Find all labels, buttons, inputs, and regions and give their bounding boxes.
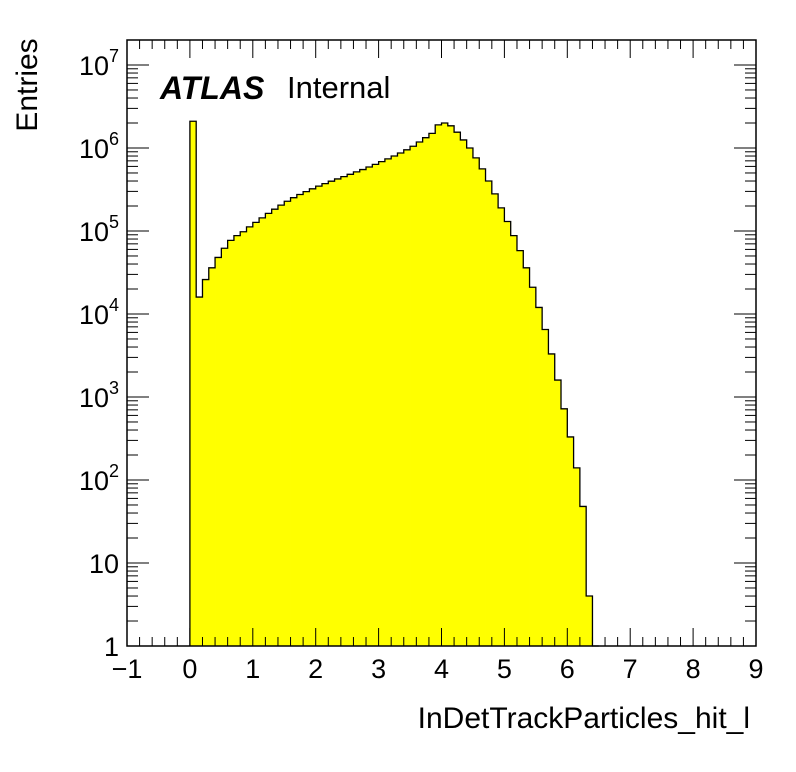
histogram-bar [491,193,499,646]
histogram-bar [579,506,587,646]
histogram-bar [384,158,392,646]
histogram-bar [340,176,348,646]
histogram-bar [403,149,411,646]
histogram-bar [240,231,247,646]
histogram-bar [510,235,518,646]
histogram-bar [328,181,335,646]
histogram-bar [347,174,354,646]
histogram-bar [428,133,436,647]
y-tick-label: 10 [89,549,119,579]
histogram-bar [215,257,222,646]
histogram-bar [321,183,329,647]
histogram-bar [284,201,291,646]
y-tick-label: 105 [79,212,119,247]
x-tick-label: 5 [497,654,512,684]
histogram-bar [567,436,574,646]
x-tick-label: 3 [371,654,386,684]
histogram-bar [391,156,398,646]
x-tick-label: 4 [434,654,449,684]
histogram-bar [523,267,530,646]
histogram-outline [189,120,599,647]
histogram-bar [466,147,474,646]
histogram-bar [296,194,304,646]
internal-label: Internal [287,70,391,105]
x-tick-label: 7 [623,654,638,684]
y-tick-label: 106 [79,129,119,164]
histogram-bar [498,207,505,646]
histogram-bar [271,209,279,646]
histogram-bar [309,188,317,646]
histogram-bar [447,125,455,646]
histogram-bar [548,353,556,646]
histogram-bar [441,123,449,647]
histogram-bar [542,329,549,646]
histogram-bar [454,132,461,646]
histogram-bar [252,222,260,646]
y-tick-label: 107 [79,46,119,81]
histogram-bar [460,139,468,647]
histogram-bar [485,181,493,646]
histogram-bar [196,297,203,646]
y-tick-label: 1 [104,632,119,662]
histogram-bar [353,171,361,647]
histogram-bar [516,250,524,646]
histogram-bar [586,596,593,646]
histogram-bar [246,226,254,647]
x-tick-label: 8 [686,654,701,684]
histogram-bar [221,248,229,646]
histogram-bar [422,137,430,647]
histogram-bar [303,191,310,647]
histogram-bars [189,120,599,647]
histogram-bar [202,279,210,646]
histogram-bar [435,124,442,647]
histogram-bar [479,168,486,646]
histogram-bar [315,186,323,646]
histogram-bar [359,169,367,646]
histogram-bar [529,287,537,646]
histogram-bar [410,146,417,647]
histogram-bar [259,217,266,647]
y-axis-label: Entries [11,38,44,132]
y-tick-label: 103 [79,378,119,413]
histogram-bar [397,153,405,646]
y-tick-label: 102 [79,461,119,496]
histogram-bar [504,221,512,646]
y-tick-label: 104 [79,295,119,330]
histogram-bar [535,307,543,646]
histogram-bar [573,467,581,646]
x-axis-label: InDetTrackParticles_hit_l [417,702,750,735]
histogram-bar [189,121,197,647]
histogram-bar [472,157,480,646]
histogram-bar [554,380,562,646]
x-tick-label: −1 [112,654,143,684]
atlas-label: ATLAS [160,70,265,106]
x-tick-label: 9 [748,654,763,684]
histogram-bar [561,408,568,646]
histogram-bar [290,197,298,646]
histogram-bar [233,235,241,646]
x-tick-label: 2 [308,654,323,684]
histogram-bar [416,142,424,646]
histogram-bar [208,267,216,646]
histogram-bar [334,178,342,646]
histogram-bar [227,240,235,646]
x-tick-label: 6 [560,654,575,684]
histogram-bar [265,213,273,647]
histogram-bar [372,164,379,646]
histogram-bar [366,167,373,646]
x-axis-ticks: −1 0 1 2 3 4 5 6 7 8 9 [112,40,764,684]
histogram-bar [277,205,285,646]
y-axis-ticks: 1 10 102 103 104 105 106 107 [79,39,756,662]
x-tick-label: 0 [182,654,197,684]
histogram-bar [378,161,386,646]
x-tick-label: 1 [245,654,260,684]
